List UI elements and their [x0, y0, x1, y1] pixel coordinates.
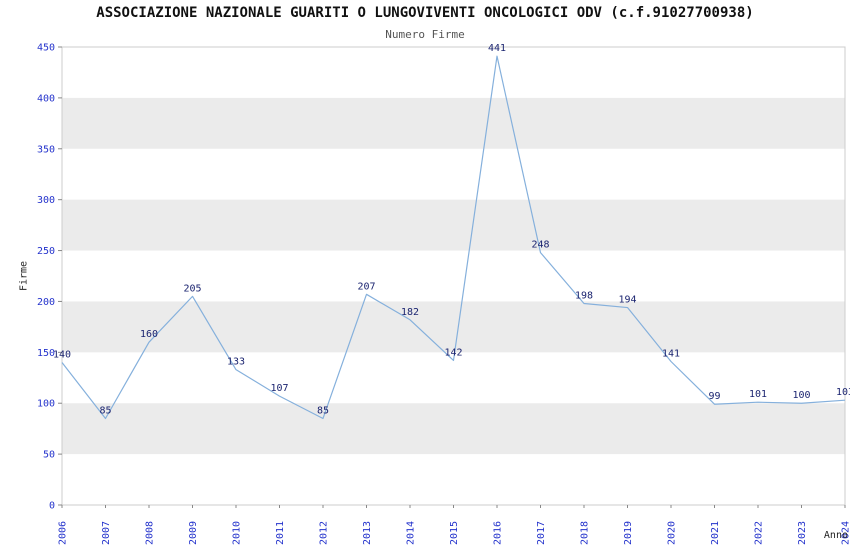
data-label: 133	[227, 357, 245, 368]
data-label: 141	[662, 348, 680, 359]
x-tick-label: 2006	[58, 521, 69, 545]
chart-subtitle: Numero Firme	[385, 28, 465, 41]
grid-band	[62, 301, 845, 353]
x-tick-label: 2022	[754, 521, 765, 545]
y-tick-label: 400	[37, 93, 55, 104]
y-tick-label: 250	[37, 246, 55, 257]
data-label: 207	[357, 281, 375, 292]
data-label: 205	[183, 283, 201, 294]
x-tick-label: 2023	[797, 521, 808, 545]
data-label: 182	[401, 307, 419, 318]
y-tick-label: 100	[37, 399, 55, 410]
x-tick-label: 2018	[580, 521, 591, 545]
x-tick-label: 2013	[362, 521, 373, 545]
data-label: 101	[749, 389, 767, 400]
x-tick-label: 2021	[710, 521, 721, 545]
data-label: 107	[270, 383, 288, 394]
x-tick-label: 2012	[319, 521, 330, 545]
series-line	[61, 55, 846, 420]
x-tick-label: 2007	[101, 521, 112, 545]
x-tick-label: 2019	[623, 521, 634, 545]
data-label: 85	[317, 405, 329, 416]
data-label: 103	[836, 387, 850, 398]
data-label: 198	[575, 290, 593, 301]
y-tick-label: 300	[37, 195, 55, 206]
grid-band	[62, 97, 845, 149]
y-tick-label: 0	[49, 501, 55, 512]
data-label: 441	[488, 43, 506, 54]
chart-title: ASSOCIAZIONE NAZIONALE GUARITI O LUNGOVI…	[96, 5, 754, 21]
y-tick-label: 450	[37, 43, 55, 54]
x-tick-label: 2010	[232, 521, 243, 545]
data-label: 99	[708, 391, 720, 402]
x-tick-label: 2014	[406, 521, 417, 545]
data-label: 160	[140, 329, 158, 340]
y-tick-label: 150	[37, 348, 55, 359]
x-tick-label: 2015	[449, 521, 460, 545]
x-tick-label: 2020	[667, 521, 678, 545]
x-tick-label: 2024	[841, 521, 850, 545]
grid-band	[62, 199, 845, 251]
y-tick-label: 50	[43, 450, 55, 461]
data-label: 194	[618, 295, 636, 306]
y-tick-label: 200	[37, 297, 55, 308]
x-tick-label: 2016	[493, 521, 504, 545]
data-label: 85	[99, 405, 111, 416]
x-tick-label: 2009	[188, 521, 199, 545]
data-label: 142	[444, 347, 462, 358]
y-axis-label: Firme	[18, 260, 30, 292]
x-axis-label: Anno	[823, 530, 848, 541]
data-label: 248	[531, 240, 549, 251]
x-tick-label: 2017	[536, 521, 547, 545]
y-tick-label: 350	[37, 144, 55, 155]
grid-band	[62, 403, 845, 455]
x-tick-label: 2011	[275, 521, 286, 545]
data-label: 100	[792, 390, 810, 401]
data-label: 140	[53, 350, 71, 361]
x-tick-label: 2008	[145, 521, 156, 545]
